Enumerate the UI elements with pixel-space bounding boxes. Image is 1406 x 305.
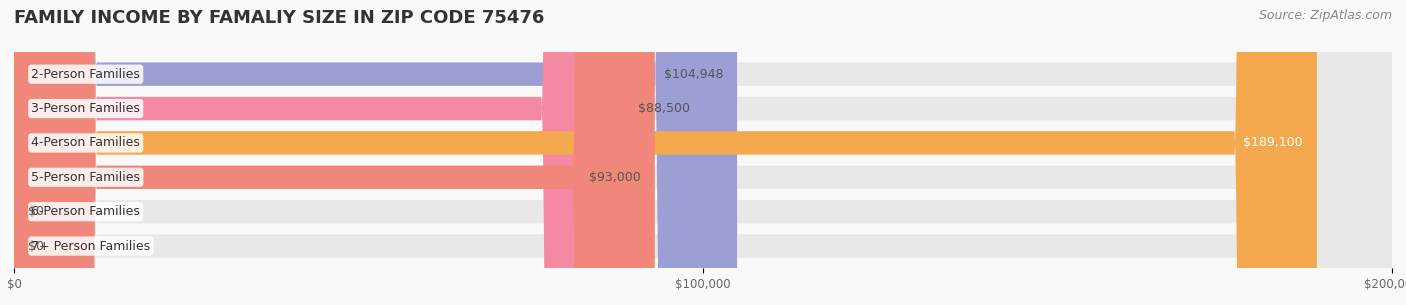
- FancyBboxPatch shape: [14, 0, 624, 305]
- Text: 6-Person Families: 6-Person Families: [31, 205, 141, 218]
- Text: $104,948: $104,948: [664, 68, 723, 81]
- Text: FAMILY INCOME BY FAMALIY SIZE IN ZIP CODE 75476: FAMILY INCOME BY FAMALIY SIZE IN ZIP COD…: [14, 9, 544, 27]
- Text: 7+ Person Families: 7+ Person Families: [31, 239, 150, 253]
- FancyBboxPatch shape: [14, 0, 1392, 305]
- Text: $0: $0: [28, 205, 44, 218]
- FancyBboxPatch shape: [14, 0, 1392, 305]
- FancyBboxPatch shape: [14, 0, 737, 305]
- Text: 3-Person Families: 3-Person Families: [31, 102, 141, 115]
- FancyBboxPatch shape: [14, 0, 1392, 305]
- Text: 4-Person Families: 4-Person Families: [31, 136, 141, 149]
- FancyBboxPatch shape: [14, 0, 1392, 305]
- Text: $93,000: $93,000: [589, 171, 641, 184]
- FancyBboxPatch shape: [14, 0, 1317, 305]
- FancyBboxPatch shape: [14, 0, 655, 305]
- Text: $189,100: $189,100: [1243, 136, 1303, 149]
- Text: Source: ZipAtlas.com: Source: ZipAtlas.com: [1258, 9, 1392, 22]
- Text: $0: $0: [28, 239, 44, 253]
- Text: 2-Person Families: 2-Person Families: [31, 68, 141, 81]
- FancyBboxPatch shape: [14, 0, 1392, 305]
- Text: 5-Person Families: 5-Person Families: [31, 171, 141, 184]
- FancyBboxPatch shape: [14, 0, 1392, 305]
- Text: $88,500: $88,500: [637, 102, 689, 115]
